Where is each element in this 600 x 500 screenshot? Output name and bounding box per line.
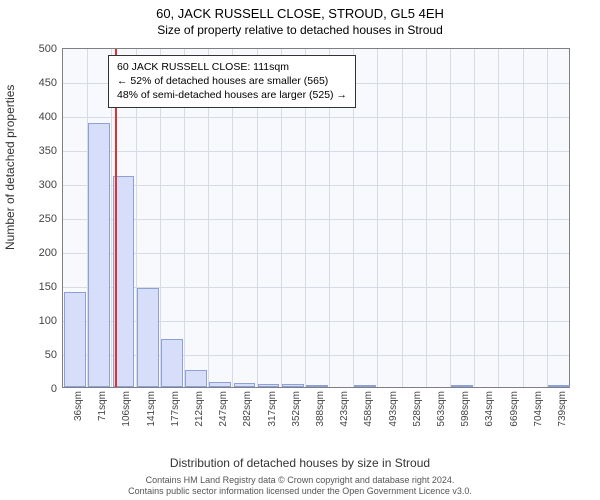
- gridline-v: [474, 49, 475, 387]
- histogram-bar: [548, 385, 570, 387]
- y-tick-label: 0: [51, 383, 63, 395]
- plot-background: 05010015020025030035040045050036sqm71sqm…: [62, 48, 570, 388]
- histogram-bar: [306, 385, 328, 387]
- histogram-bar: [451, 385, 473, 387]
- x-axis-label: Distribution of detached houses by size …: [0, 456, 600, 470]
- footer-line-2: Contains public sector information licen…: [0, 486, 600, 498]
- histogram-bar: [88, 123, 110, 387]
- y-tick-label: 150: [39, 281, 63, 293]
- gridline-h: [63, 151, 569, 152]
- histogram-bar: [354, 385, 376, 387]
- x-tick-label: 563sqm: [436, 391, 447, 427]
- histogram-bar: [258, 384, 280, 387]
- gridline-v: [402, 49, 403, 387]
- annotation-line: 48% of semi-detached houses are larger (…: [117, 88, 347, 102]
- histogram-bar: [234, 383, 256, 387]
- annotation-box: 60 JACK RUSSELL CLOSE: 111sqm← 52% of de…: [108, 55, 356, 108]
- x-tick-label: 352sqm: [291, 391, 302, 427]
- x-tick-label: 493sqm: [388, 391, 399, 427]
- histogram-bar: [137, 288, 159, 387]
- y-tick-label: 400: [39, 111, 63, 123]
- x-tick-label: 739sqm: [557, 391, 568, 427]
- y-axis-label: Number of detached properties: [3, 85, 17, 250]
- y-tick-label: 500: [39, 43, 63, 55]
- x-tick-label: 317sqm: [267, 391, 278, 427]
- x-tick-label: 458sqm: [363, 391, 374, 427]
- annotation-line: ← 52% of detached houses are smaller (56…: [117, 74, 347, 88]
- annotation-line: 60 JACK RUSSELL CLOSE: 111sqm: [117, 60, 347, 74]
- gridline-v: [523, 49, 524, 387]
- x-tick-label: 177sqm: [170, 391, 181, 427]
- x-tick-label: 423sqm: [339, 391, 350, 427]
- x-tick-label: 598sqm: [460, 391, 471, 427]
- gridline-v: [426, 49, 427, 387]
- chart-title-sub: Size of property relative to detached ho…: [0, 21, 600, 37]
- y-tick-label: 300: [39, 179, 63, 191]
- histogram-bar: [64, 292, 86, 387]
- y-tick-label: 250: [39, 213, 63, 225]
- x-tick-label: 36sqm: [73, 391, 84, 421]
- y-tick-label: 50: [45, 349, 63, 361]
- x-tick-label: 669sqm: [509, 391, 520, 427]
- x-tick-label: 634sqm: [484, 391, 495, 427]
- gridline-h: [63, 253, 569, 254]
- x-tick-label: 388sqm: [315, 391, 326, 427]
- y-tick-label: 200: [39, 247, 63, 259]
- footer-line-1: Contains HM Land Registry data © Crown c…: [0, 475, 600, 487]
- x-tick-label: 141sqm: [146, 391, 157, 427]
- histogram-bar: [282, 384, 304, 387]
- x-tick-label: 704sqm: [533, 391, 544, 427]
- gridline-v: [498, 49, 499, 387]
- x-tick-label: 247sqm: [218, 391, 229, 427]
- gridline-v: [377, 49, 378, 387]
- histogram-bar: [161, 339, 183, 387]
- gridline-v: [547, 49, 548, 387]
- gridline-v: [450, 49, 451, 387]
- x-tick-label: 528sqm: [412, 391, 423, 427]
- x-tick-label: 71sqm: [97, 391, 108, 421]
- histogram-bar: [185, 370, 207, 387]
- y-tick-label: 450: [39, 77, 63, 89]
- gridline-h: [63, 117, 569, 118]
- x-tick-label: 106sqm: [121, 391, 132, 427]
- y-tick-label: 350: [39, 145, 63, 157]
- x-tick-label: 212sqm: [194, 391, 205, 427]
- y-tick-label: 100: [39, 315, 63, 327]
- chart-area: 05010015020025030035040045050036sqm71sqm…: [62, 48, 570, 424]
- histogram-bar: [209, 382, 231, 387]
- chart-title-main: 60, JACK RUSSELL CLOSE, STROUD, GL5 4EH: [0, 0, 600, 21]
- footer-attribution: Contains HM Land Registry data © Crown c…: [0, 475, 600, 498]
- x-tick-label: 282sqm: [242, 391, 253, 427]
- gridline-h: [63, 185, 569, 186]
- gridline-h: [63, 219, 569, 220]
